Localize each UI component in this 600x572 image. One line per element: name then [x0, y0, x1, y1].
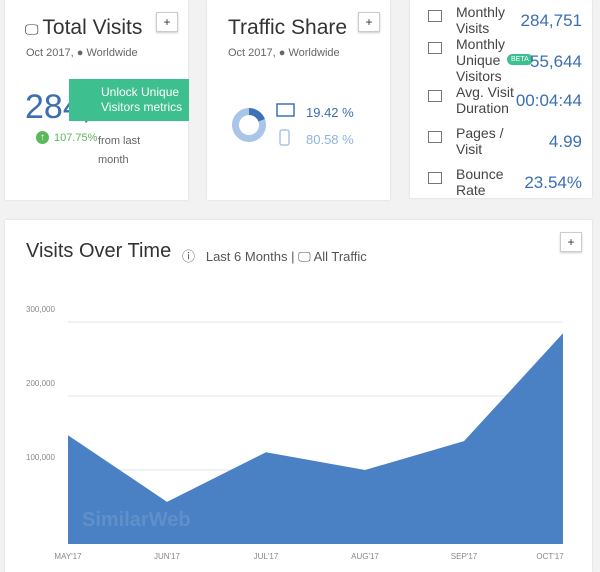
metrics-card: Monthly Visits 284,751 Monthly Unique Visi… — [410, 0, 592, 198]
metric-value: 55,644 — [530, 52, 582, 71]
metric-label: Bounce Rate — [456, 166, 504, 198]
mobile-icon — [279, 129, 290, 146]
chart-subtitle: ⓘ Last 6 Months | 🖵 All Traffic — [182, 249, 367, 264]
unlock-overlay[interactable]: Unlock Unique Visitors metrics — [69, 79, 189, 121]
add-button[interactable]: + — [156, 12, 178, 32]
donut: 19.42 % 80.58 % — [232, 103, 354, 147]
metric-value: 284,751 — [520, 11, 582, 30]
x-tick-label: OCT'17 — [536, 552, 564, 561]
badge: BETA — [507, 54, 533, 65]
y-tick-label: 300,000 — [26, 305, 55, 314]
change: 107.75% — [54, 132, 98, 144]
range: Last 6 Months — [205, 249, 288, 264]
card-title: 🖵 Total Visits — [25, 16, 143, 39]
chart-title: Visits Over Time — [26, 240, 172, 262]
card-title: Traffic Share — [228, 16, 348, 39]
metric-icon — [428, 10, 442, 22]
y-tick-label: 100,000 — [26, 453, 55, 462]
title: Total Visits — [42, 16, 143, 39]
desktop-share: 19.42 % — [306, 105, 354, 120]
metric-label: Monthly Unique Visitors — [456, 36, 506, 84]
traffic-share-card: Traffic Share + Oct 2017, ● Worldwide 19… — [207, 0, 390, 200]
metric-label: Pages / Visit — [456, 125, 504, 157]
period: Oct 2017, ● Worldwide — [26, 47, 138, 59]
desktop-icon — [276, 103, 295, 117]
metric-label: Avg. Visit Duration — [456, 84, 514, 116]
x-tick-label: JUL'17 — [254, 552, 279, 561]
region: Worldwide — [86, 47, 138, 59]
region: Worldwide — [288, 47, 340, 59]
donut-segment — [248, 108, 265, 122]
mobile-share: 80.58 % — [306, 132, 354, 147]
total-visits-card: 🖵 Total Visits + Oct 2017, ● Worldwide 2… — [5, 0, 189, 200]
date: Oct 2017, — [26, 47, 74, 59]
watermark: SimilarWeb — [82, 509, 191, 531]
area — [68, 333, 563, 544]
metric-label: Monthly Visits — [456, 4, 506, 36]
donut-segment — [232, 108, 266, 142]
chart: 100,000 200,000 300,000 SimilarWeb MAY'17 JUN… — [26, 305, 564, 561]
metric-value: 4.99 — [548, 132, 582, 151]
metric-value: 00:04:44 — [515, 91, 582, 110]
add-button[interactable]: + — [560, 232, 582, 252]
metric-value: 23.54% — [524, 173, 582, 192]
up-icon: ↑ — [36, 131, 49, 144]
separator: | — [291, 249, 295, 264]
metric-icon — [428, 172, 442, 184]
x-tick-label: AUG'17 — [351, 552, 379, 561]
date: Oct 2017, — [228, 47, 276, 59]
change-note: from last month — [98, 135, 141, 166]
add-button[interactable]: + — [358, 12, 380, 32]
period: Oct 2017, ● Worldwide — [228, 47, 340, 59]
metric-icon — [428, 131, 442, 143]
x-tick-label: JUN'17 — [154, 552, 181, 561]
metric-icon — [428, 42, 442, 54]
y-tick-label: 200,000 — [26, 379, 55, 388]
x-tick-label: SEP'17 — [451, 552, 478, 561]
metric-icon — [428, 90, 442, 102]
filter: All Traffic — [313, 249, 367, 264]
x-tick-label: MAY'17 — [54, 552, 82, 561]
